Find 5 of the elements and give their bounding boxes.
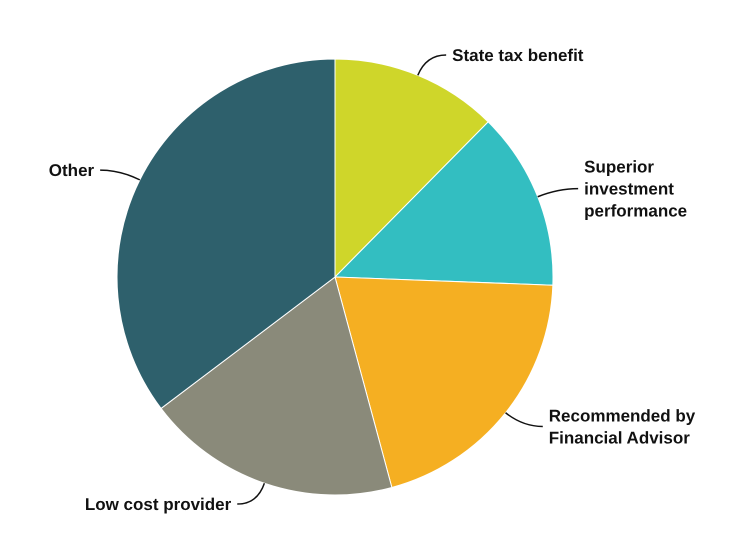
slice-label: Low cost provider	[84, 494, 232, 514]
slice-label: Other	[48, 160, 95, 180]
slice-label: Recommended by Financial Advisor	[548, 406, 696, 447]
slice-label: State tax benefit	[452, 45, 584, 64]
slice-label: Superior investment performance	[584, 157, 688, 220]
